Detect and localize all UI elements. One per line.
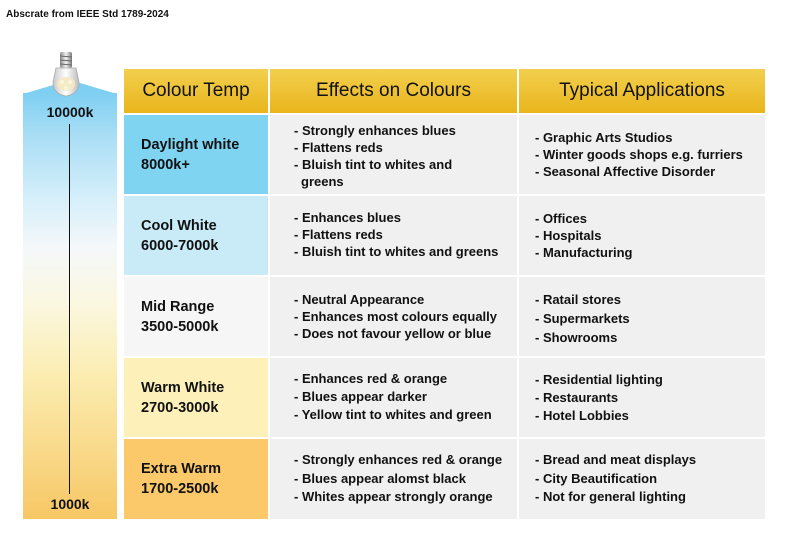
table-row-daylight-white: Daylight white 8000k+ - Strongly enhance… (124, 115, 765, 194)
application-item: - Restaurants (535, 390, 619, 405)
colour-temp-cell: Mid Range 3500-5000k (124, 277, 268, 356)
effects-cell: - Strongly enhances blues - Flattens red… (270, 115, 517, 194)
colour-temp-cell: Cool White 6000-7000k (124, 196, 268, 275)
colour-temp-range: 1700-2500k (141, 481, 219, 497)
header-effects-on-colours: Effects on Colours (270, 69, 517, 113)
effect-item: - Strongly enhances blues (294, 123, 456, 138)
colour-temp-cell: Daylight white 8000k+ (124, 115, 268, 194)
applications-cell: - Graphic Arts Studios - Winter goods sh… (519, 115, 765, 194)
colour-temp-cell: Extra Warm 1700-2500k (124, 439, 268, 519)
colour-temp-range: 8000k+ (141, 156, 190, 173)
applications-cell: - Residential lighting - Restaurants - H… (519, 358, 765, 437)
effect-item: - Flattens reds (294, 140, 383, 155)
colour-temp-name: Cool White (141, 217, 217, 234)
header-colour-temp: Colour Temp (124, 69, 268, 113)
colour-temperature-table: Colour Temp Effects on Colours Typical A… (124, 69, 765, 519)
application-item: - Offices (535, 211, 588, 226)
caption: Abscrate from IEEE Std 1789-2024 (6, 9, 169, 20)
light-bulb-icon (52, 52, 80, 97)
effects-cell: - Enhances blues - Flattens reds - Bluis… (270, 196, 517, 275)
application-item: - Seasonal Affective Disorder (535, 164, 716, 179)
effect-item: - Yellow tint to whites and green (294, 407, 492, 422)
colour-temp-range: 2700-3000k (141, 399, 219, 416)
colour-temp-range: 3500-5000k (141, 318, 219, 335)
colour-temp-range: 6000-7000k (141, 237, 219, 254)
table-row-warm-white: Warm White 2700-3000k - Enhances red & o… (124, 358, 765, 437)
applications-cell: - Bread and meat displays - City Beautif… (519, 439, 765, 519)
scale-top-label: 10000k (46, 104, 94, 120)
effect-item: - Strongly enhances red & orange (294, 452, 503, 467)
application-item: - City Beautification (535, 470, 658, 486)
application-item: - Ratail stores (535, 292, 621, 307)
effect-item: - Blues appear alomst black (294, 470, 466, 486)
effect-item: - Enhances red & orange (294, 371, 448, 386)
effects-cell: - Neutral Appearance - Enhances most col… (270, 277, 517, 356)
effects-cell: - Strongly enhances red & orange - Blues… (270, 439, 517, 519)
application-item: - Manufacturing (535, 245, 633, 260)
effect-item: - Bluish tint to whites and greens (294, 244, 499, 259)
effect-item: - Does not favour yellow or blue (294, 326, 492, 341)
effect-item: - Bluish tint to whites and greens (294, 157, 453, 189)
effect-item: - Flattens reds (294, 227, 383, 242)
colour-temp-cell: Warm White 2700-3000k (124, 358, 268, 437)
applications-cell: - Ratail stores - Supermarkets - Showroo… (519, 277, 765, 356)
table-row-extra-warm: Extra Warm 1700-2500k - Strongly enhance… (124, 439, 765, 519)
application-item: - Hospitals (535, 228, 602, 243)
colour-temp-name: Mid Range (141, 298, 215, 315)
effect-item: - Whites appear strongly orange (294, 489, 493, 504)
application-item: - Bread and meat displays (535, 452, 697, 467)
effect-item: - Enhances blues (294, 210, 401, 225)
table-row-mid-range: Mid Range 3500-5000k - Neutral Appearanc… (124, 277, 765, 356)
application-item: - Residential lighting (535, 372, 663, 387)
application-item: - Not for general lighting (535, 489, 686, 504)
table-row-cool-white: Cool White 6000-7000k - Enhances blues -… (124, 196, 765, 275)
colour-temp-name: Extra Warm (141, 461, 222, 477)
effect-item: - Enhances most colours equally (294, 309, 497, 324)
application-item: - Supermarkets (535, 311, 630, 326)
application-item: - Winter goods shops e.g. furriers (535, 147, 743, 162)
colour-temperature-scale-bar (23, 93, 117, 519)
effects-cell: - Enhances red & orange - Blues appear d… (270, 358, 517, 437)
effect-item: - Blues appear darker (294, 389, 427, 404)
application-item: - Hotel Lobbies (535, 408, 629, 423)
applications-cell: - Offices - Hospitals - Manufacturing (519, 196, 765, 275)
application-item: - Graphic Arts Studios (535, 130, 673, 145)
colour-temp-name: Warm White (141, 379, 225, 396)
effect-item: - Neutral Appearance (294, 292, 425, 307)
application-item: - Showrooms (535, 330, 618, 345)
colour-temp-name: Daylight white (141, 136, 240, 153)
scale-line (69, 124, 70, 494)
header-typical-applications: Typical Applications (519, 69, 765, 113)
scale-bottom-label: 1000k (50, 496, 90, 512)
